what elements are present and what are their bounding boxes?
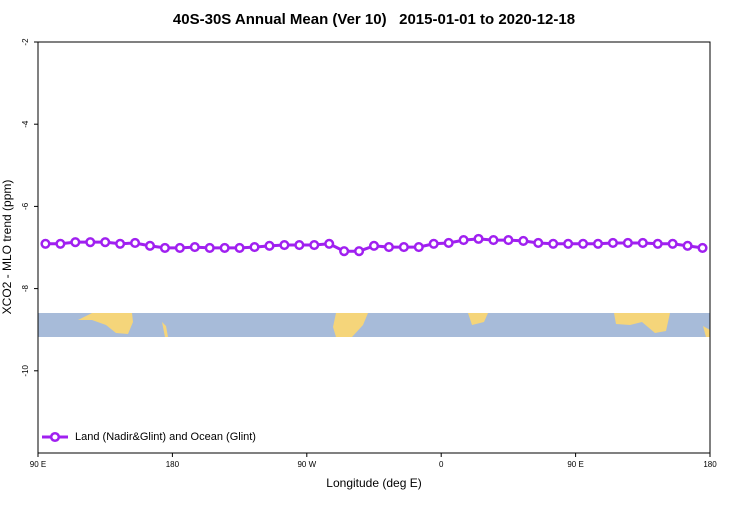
data-point — [578, 238, 589, 249]
legend-label: Land (Nadir&Glint) and Ocean (Glint) — [75, 431, 256, 443]
legend-marker — [49, 431, 61, 443]
chart-title: 40S-30S Annual Mean (Ver 10) 2015-01-01 … — [173, 11, 575, 28]
data-point — [518, 235, 529, 246]
data-point — [458, 235, 469, 246]
data-point — [443, 237, 454, 249]
x-tick-label: 180 — [703, 460, 717, 469]
x-tick-label: 90 E — [30, 460, 46, 469]
data-point — [398, 242, 409, 253]
y-tick-label: -10 — [21, 364, 30, 376]
data-point — [309, 239, 320, 251]
data-point — [55, 238, 66, 249]
data-point — [40, 238, 51, 249]
data-point — [622, 237, 633, 249]
data-point — [159, 242, 170, 253]
data-point — [652, 238, 663, 249]
y-tick-label: -6 — [21, 202, 30, 210]
data-point — [70, 237, 81, 248]
y-tick-label: -8 — [21, 284, 30, 292]
data-point — [697, 242, 708, 253]
data-point — [115, 238, 126, 249]
data-point — [294, 239, 305, 251]
y-tick-label: -2 — [21, 38, 30, 46]
y-axis-label: XCO2 - MLO trend (ppm) — [0, 180, 14, 315]
data-point — [354, 246, 365, 257]
data-point — [637, 237, 648, 249]
data-point — [383, 242, 394, 253]
data-point — [428, 238, 439, 249]
x-tick-label: 180 — [166, 460, 180, 469]
y-tick-label: -4 — [21, 120, 30, 128]
map-band — [38, 313, 710, 337]
data-point — [503, 235, 514, 246]
data-point — [189, 242, 200, 253]
data-point — [130, 237, 141, 249]
data-point — [473, 233, 484, 244]
data-point — [234, 242, 245, 253]
data-point — [264, 240, 275, 251]
x-tick-label: 90 W — [297, 460, 316, 469]
x-axis-label: Longitude (deg E) — [326, 476, 421, 490]
data-point — [324, 238, 335, 249]
data-point — [249, 242, 260, 253]
data-point — [667, 238, 678, 249]
data-point — [144, 240, 156, 251]
data-point — [592, 238, 604, 249]
data-point — [563, 238, 574, 249]
x-tick-label: 0 — [439, 460, 444, 469]
data-point — [413, 242, 424, 253]
data-point — [85, 237, 96, 248]
data-point — [219, 242, 230, 253]
data-point — [368, 240, 380, 251]
data-point — [607, 237, 618, 249]
data-point — [533, 237, 544, 249]
data-point — [100, 237, 111, 248]
data-point — [279, 239, 290, 251]
data-point — [339, 246, 350, 257]
x-tick-label: 90 E — [567, 460, 583, 469]
data-point — [204, 242, 215, 253]
data-point — [174, 242, 185, 253]
data-point — [682, 240, 693, 251]
data-point — [548, 238, 559, 249]
data-point — [488, 235, 499, 246]
plot-frame — [37, 41, 711, 454]
